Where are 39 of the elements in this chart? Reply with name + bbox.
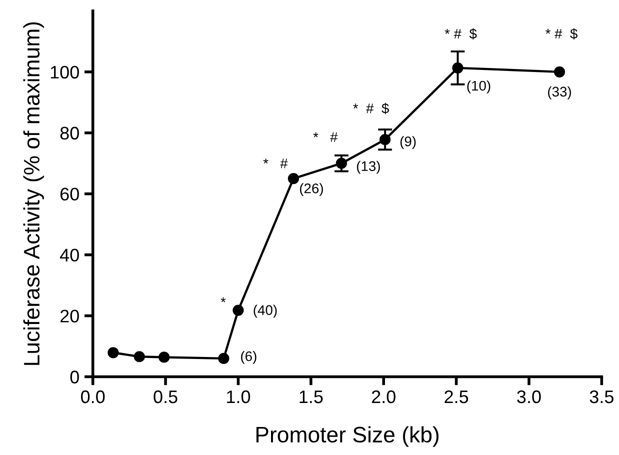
y-axis-title: Luciferase Activity (% of maximum) [23,22,44,365]
annotation: * # $ [353,102,389,114]
annotation: * # $ [444,28,477,40]
x-tick-label: 3.0 [517,390,541,404]
annotation: (10) [467,80,490,94]
point [288,173,300,184]
y-tick-label: 60 [60,188,79,201]
x-tick-label: 0.5 [154,390,178,404]
point [554,66,566,78]
annotation: (13) [356,160,380,174]
annotation: * # $ [546,28,578,40]
annotation: (6) [241,350,256,364]
x-tick-label: 3.5 [590,390,614,404]
annotation: * [220,297,226,302]
point [232,304,244,316]
annotation: (26) [300,183,323,196]
point [108,347,119,358]
point [218,352,230,364]
point [336,158,347,169]
annotation: (9) [400,136,416,150]
point [134,351,145,362]
x-tick-label: 1.5 [300,390,323,404]
annotation: (40) [254,304,277,318]
point [158,352,170,363]
y-tick-label: 80 [60,126,79,140]
x-tick-label: 2.0 [372,390,396,404]
x-tick-label: 2.5 [444,390,468,404]
x-tick-label: 0.0 [81,390,105,404]
y-tick-label: 20 [60,310,79,322]
y-tick-label: 0 [70,370,79,384]
point [380,134,391,146]
y-tick-label: 100 [50,66,79,79]
y-tick-label: 40 [60,248,79,262]
point [452,62,464,74]
x-axis-title: Promoter Size (kb) [256,426,438,447]
x-tick-label: 1.0 [227,390,250,404]
annotation: (33) [548,86,571,100]
annotation: * # [263,158,288,168]
annotation: * # [313,132,338,142]
